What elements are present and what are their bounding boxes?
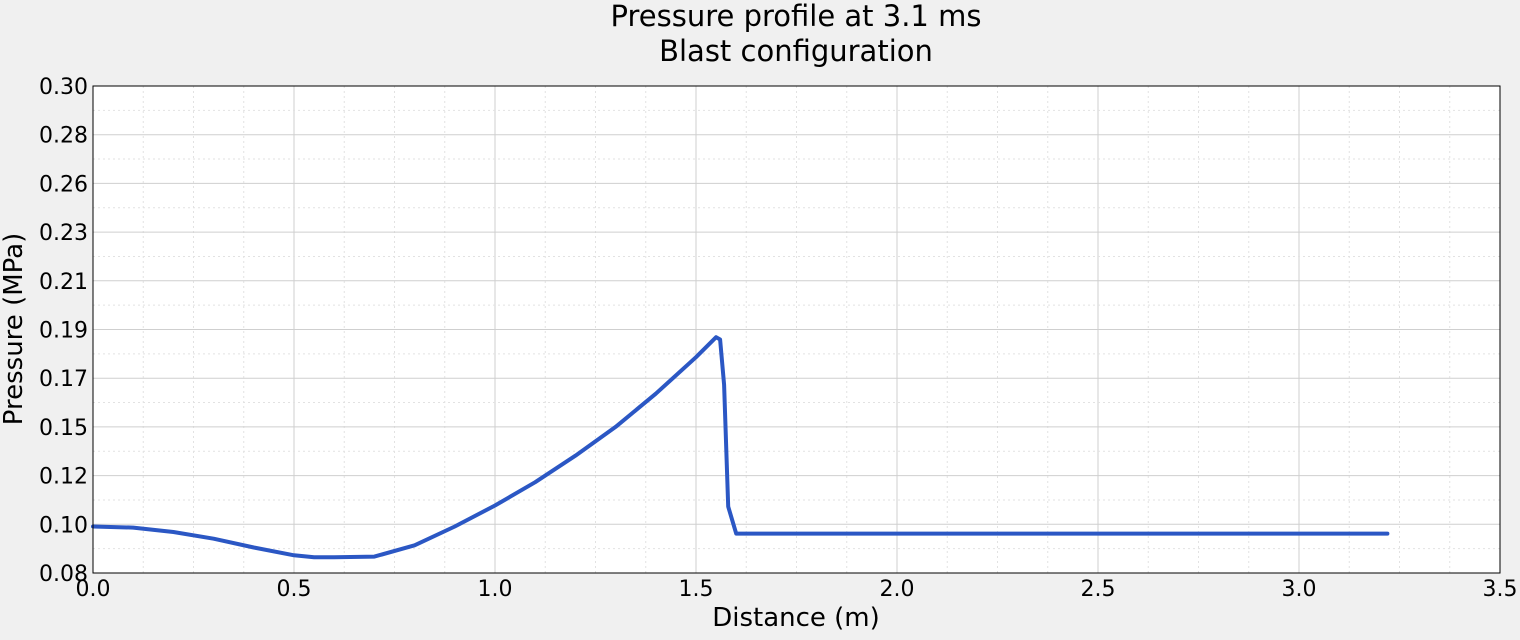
x-tick-label: 0.5 <box>277 577 312 602</box>
x-tick-label: 2.0 <box>880 577 915 602</box>
x-axis-label: Distance (m) <box>712 603 880 633</box>
y-tick-label: 0.08 <box>39 562 88 587</box>
x-tick-label: 3.0 <box>1282 577 1317 602</box>
series-layer <box>91 335 1390 560</box>
series-line <box>91 335 1390 560</box>
x-tick-label: 3.5 <box>1483 577 1518 602</box>
y-tick-label: 0.26 <box>39 172 88 197</box>
x-tick-label: 2.5 <box>1081 577 1116 602</box>
x-tick-label: 0.0 <box>76 577 111 602</box>
y-tick-label: 0.21 <box>39 270 88 295</box>
y-tick-labels: 0.08 0.10 0.12 0.15 0.17 0.19 0.21 0.23 0.26 0.28… <box>39 75 88 587</box>
x-tick-label: 1.5 <box>679 577 714 602</box>
y-tick-label: 0.10 <box>39 513 88 538</box>
y-tick-label: 0.30 <box>39 75 88 100</box>
y-axis-label: Pressure (MPa) <box>0 233 29 425</box>
y-tick-label: 0.12 <box>39 465 88 490</box>
y-tick-label: 0.19 <box>39 319 88 344</box>
y-tick-label: 0.28 <box>39 124 88 149</box>
chart-subtitle: Blast configuration <box>659 34 933 68</box>
y-tick-label: 0.23 <box>39 221 88 246</box>
x-tick-labels: 0.0 0.5 1.0 1.5 2.0 2.5 3.0 3.5 <box>76 577 1518 602</box>
x-tick-label: 1.0 <box>478 577 513 602</box>
grid-layer <box>92 85 1501 574</box>
y-tick-label: 0.17 <box>39 367 88 392</box>
chart-title: Pressure profile at 3.1 ms <box>611 0 982 33</box>
plot-frame <box>92 85 1501 574</box>
y-tick-label: 0.15 <box>39 416 88 441</box>
